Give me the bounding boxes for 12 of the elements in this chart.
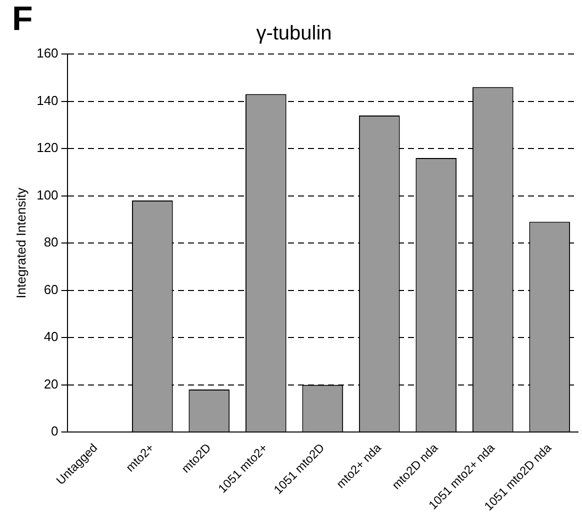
y-tick-label: 140 — [36, 92, 58, 108]
text: F — [12, 0, 33, 39]
y-tick-label: 60 — [44, 282, 58, 297]
y-tick-label: 120 — [36, 140, 58, 156]
y-axis-title: Integrated Intensity — [13, 187, 28, 298]
y-tick-label: 0 — [51, 424, 58, 439]
y-tick-label: 160 — [36, 46, 58, 61]
y-tick-label: 80 — [44, 234, 58, 250]
y-tick-label: 100 — [36, 187, 58, 202]
y-tick-label: 40 — [44, 329, 58, 344]
chart-title: γ-tubulin — [256, 22, 332, 45]
y-tick-label: 20 — [44, 376, 58, 392]
